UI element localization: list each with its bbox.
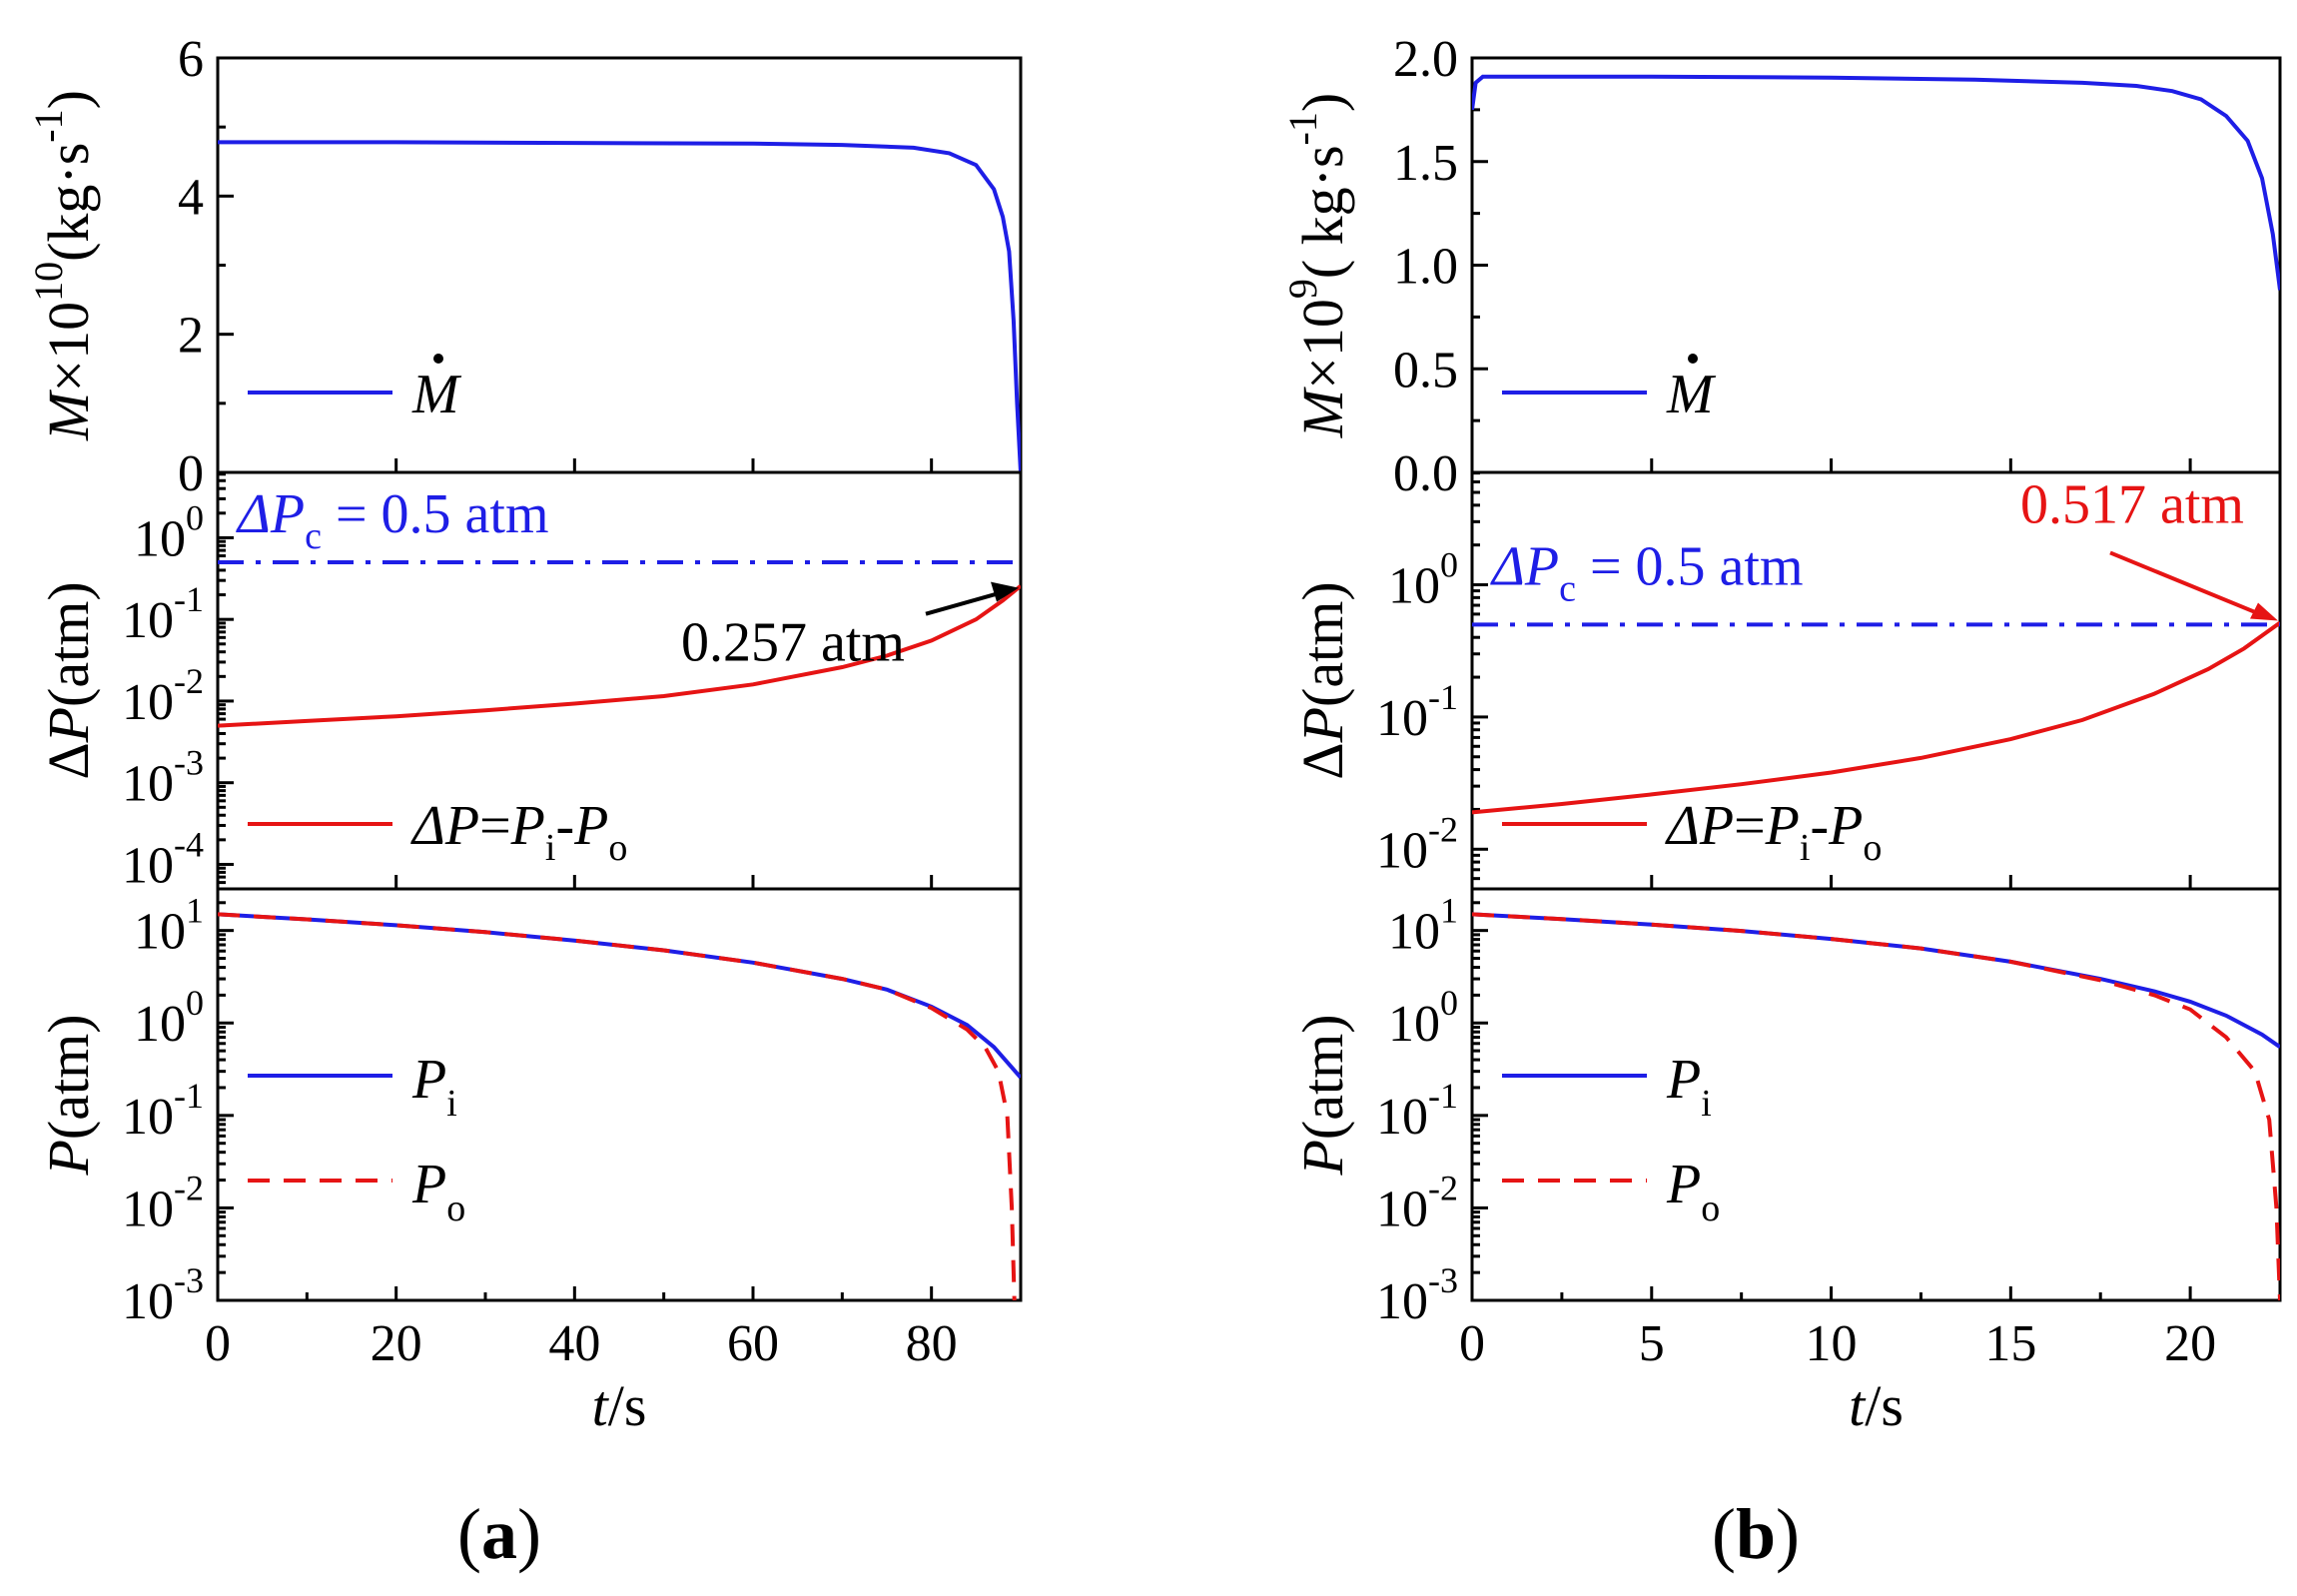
legend-label-Po: Po xyxy=(411,1154,465,1229)
annotation-arrow xyxy=(2109,550,2267,619)
y-tick-label: 2.0 xyxy=(1393,31,1458,88)
subplot-pressure: 10-3 10-2 10-1 100 101 P(atm) Pi Po xyxy=(1290,887,2282,1330)
annotation-label: 0.257 atm xyxy=(681,612,905,674)
arrow-head xyxy=(2250,602,2278,621)
y-axis-label: P(atm) xyxy=(36,1014,101,1176)
x-tick-label: 20 xyxy=(2164,1315,2216,1372)
series-M xyxy=(1472,74,2280,291)
y-tick-label: 6 xyxy=(178,31,204,88)
y-tick-label: 10-4 xyxy=(122,824,204,894)
axes-frame xyxy=(216,887,1023,1302)
y-tick-label: 10-3 xyxy=(122,1260,204,1330)
y-tick-label: 0.5 xyxy=(1393,342,1458,399)
x-axis-label: t/s xyxy=(1849,1373,1904,1438)
y-tick-label: 10-3 xyxy=(1376,1260,1458,1330)
y-tick-label: 10-1 xyxy=(1376,1076,1458,1146)
x-tick-label: 40 xyxy=(548,1315,600,1372)
series-Po xyxy=(218,912,1017,1300)
y-tick-label: 10-1 xyxy=(122,1076,204,1146)
y-tick-label: 10-2 xyxy=(1376,1168,1458,1237)
critical-label: ΔPc = 0.5 atm xyxy=(236,483,549,557)
series-M xyxy=(218,140,1021,472)
x-tick-label: 5 xyxy=(1639,1315,1665,1372)
subplot-pressure-difference: 10-2 10-1 100 ΔP(atm) ΔP=Pi-Po ΔPc = 0.5 atm 0… xyxy=(1290,470,2282,891)
y-tick-label: 0.0 xyxy=(1393,445,1458,502)
y-axis-label: ΔP(atm) xyxy=(36,581,101,779)
legend-label-dP: ΔP=Pi-Po xyxy=(410,795,627,869)
panel-b: 0.00.51.01.52.0M×109( kg·s-1)M10-210-110… xyxy=(1280,31,2282,1438)
legend-label-M: M xyxy=(1666,364,1717,425)
x-tick-label: 15 xyxy=(1984,1315,2036,1372)
series-ΔP xyxy=(1472,620,2280,815)
y-axis-label: M×109( kg·s-1) xyxy=(1280,93,1355,438)
series-Pi xyxy=(218,912,1021,1080)
y-tick-label: 1.5 xyxy=(1393,135,1458,192)
axes-frame xyxy=(1470,887,2282,1302)
panel-a-label: (a) xyxy=(457,1494,541,1574)
y-axis-label: M×1010(kg·s-1) xyxy=(26,90,101,441)
y-tick-label: 100 xyxy=(1388,545,1458,615)
x-tick-label: 80 xyxy=(906,1315,958,1372)
y-tick-label: 4 xyxy=(178,169,204,226)
legend-dot xyxy=(1688,354,1698,364)
subplot-pressure: 10-3 10-2 10-1 100 101 P(atm) Pi Po xyxy=(36,887,1023,1330)
x-tick-label: 10 xyxy=(1806,1315,1858,1372)
y-tick-label: 100 xyxy=(134,983,204,1053)
legend-label-M: M xyxy=(411,364,462,425)
y-tick-label: 101 xyxy=(1388,891,1458,961)
y-tick-label: 10-1 xyxy=(1376,677,1458,747)
y-tick-label: 1.0 xyxy=(1393,239,1458,296)
panel-a: 0 2 4 6 M×1010(kg·s-1) M 10-4 10-3 10-2 10-1 100 ΔP… xyxy=(26,31,1023,1438)
x-tick-label: 0 xyxy=(1459,1315,1485,1372)
y-tick-label: 101 xyxy=(134,891,204,961)
annotation-label: 0.517 atm xyxy=(2020,473,2244,535)
legend-label-Pi: Pi xyxy=(1666,1049,1712,1125)
subplot-mass-flow-rate: 0 2 4 6 M×1010(kg·s-1) M xyxy=(26,31,1023,502)
x-tick-label: 20 xyxy=(371,1315,422,1372)
y-tick-label: 10-2 xyxy=(1376,809,1458,879)
y-tick-label: 100 xyxy=(1388,983,1458,1053)
y-tick-label: 10-2 xyxy=(122,661,204,731)
legend-label-Pi: Pi xyxy=(411,1049,457,1125)
y-tick-label: 10-1 xyxy=(122,579,204,649)
y-tick-label: 10-3 xyxy=(122,743,204,813)
series-ΔP xyxy=(218,584,1021,728)
subplot-pressure-difference: 10-4 10-3 10-2 10-1 100 ΔP(atm) ΔP=Pi-Po ΔPc = … xyxy=(36,470,1023,894)
legend-dot xyxy=(433,354,443,364)
x-tick-label: 60 xyxy=(727,1315,779,1372)
subplot-mass-flow-rate: 0.0 0.5 1.0 1.5 2.0 M×109( kg·s-1) M xyxy=(1280,31,2282,502)
critical-label: ΔPc = 0.5 atm xyxy=(1490,535,1804,609)
x-tick-label: 0 xyxy=(205,1315,231,1372)
y-tick-label: 2 xyxy=(178,308,204,365)
series-Po xyxy=(1472,912,2280,1300)
legend-label-Po: Po xyxy=(1666,1154,1720,1229)
legend-label-dP: ΔP=Pi-Po xyxy=(1665,795,1882,869)
y-axis-label: P(atm) xyxy=(1290,1014,1355,1176)
x-axis-label: t/s xyxy=(592,1373,647,1438)
arrow-head xyxy=(991,581,1019,602)
y-tick-label: 10-2 xyxy=(122,1168,204,1237)
panel-b-label: (b) xyxy=(1712,1494,1800,1574)
y-tick-label: 0 xyxy=(178,445,204,502)
y-tick-label: 100 xyxy=(134,497,204,567)
y-axis-label: ΔP(atm) xyxy=(1290,581,1355,779)
